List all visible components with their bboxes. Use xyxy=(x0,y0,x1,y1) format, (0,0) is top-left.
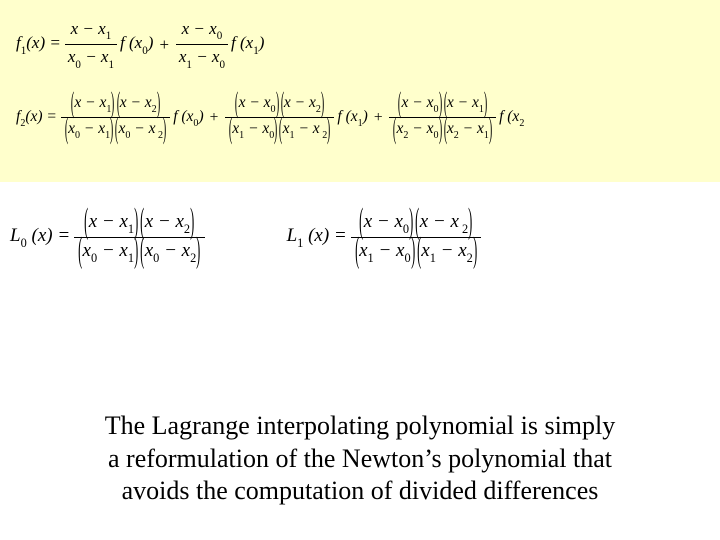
f1-term2-fraction: x − x0 x1 − x0 xyxy=(176,18,228,71)
f1-term1-fraction: x − x1 x0 − x1 xyxy=(65,18,117,71)
f1-plus: + xyxy=(154,35,173,55)
caption-line-3: avoids the computation of divided differ… xyxy=(60,475,660,508)
f2-lhs: f2(x) = xyxy=(16,108,59,128)
formula-f2: f2(x) = (x − x1)(x − x2) (x0 − x1)(x0 − … xyxy=(16,93,704,141)
formula-L0: L0 (x) = (x − x1)(x − x2) (x0 − x1)(x0 −… xyxy=(10,210,207,265)
f1-term2-fx: f (x1) xyxy=(230,33,265,55)
f2-term2-fraction: (x − x0)(x − x2) (x1 − x0)(x1 − x 2) xyxy=(225,93,334,141)
caption-line-2: a reformulation of the Newton’s polynomi… xyxy=(60,443,660,476)
f2-term2-fx: f (x1) xyxy=(336,108,368,128)
f2-term1-fx: f (x0) xyxy=(172,108,204,128)
f1-lhs: f1(x) = xyxy=(16,33,63,55)
L0-fraction: (x − x1)(x − x2) (x0 − x1)(x0 − x2) xyxy=(74,210,204,265)
caption-text: The Lagrange interpolating polynomial is… xyxy=(0,410,720,508)
L0-lhs: L0 (x) = xyxy=(10,225,72,250)
f2-term1-fraction: (x − x1)(x − x2) (x0 − x1)(x0 − x 2) xyxy=(61,93,170,141)
f2-plus-2: + xyxy=(369,109,387,127)
f1-term1-fx: f (x0) xyxy=(119,33,154,55)
lagrange-basis-row: L0 (x) = (x − x1)(x − x2) (x0 − x1)(x0 −… xyxy=(0,182,720,275)
highlighted-formula-block: f1(x) = x − x1 x0 − x1 f (x0) + x − x0 x… xyxy=(0,0,720,182)
formula-L1: L1 (x) = (x − x0)(x − x 2) (x1 − x0)(x1 … xyxy=(287,210,484,265)
caption-line-1: The Lagrange interpolating polynomial is… xyxy=(60,410,660,443)
L1-lhs: L1 (x) = xyxy=(287,225,349,250)
L1-fraction: (x − x0)(x − x 2) (x1 − x0)(x1 − x2) xyxy=(351,210,481,265)
f2-term3-fraction: (x − x0)(x − x1) (x2 − x0)(x2 − x1) xyxy=(389,93,496,141)
formula-f1: f1(x) = x − x1 x0 − x1 f (x0) + x − x0 x… xyxy=(16,18,704,71)
f2-plus-1: + xyxy=(205,109,223,127)
f2-term3-fx: f (x2 xyxy=(498,108,525,128)
